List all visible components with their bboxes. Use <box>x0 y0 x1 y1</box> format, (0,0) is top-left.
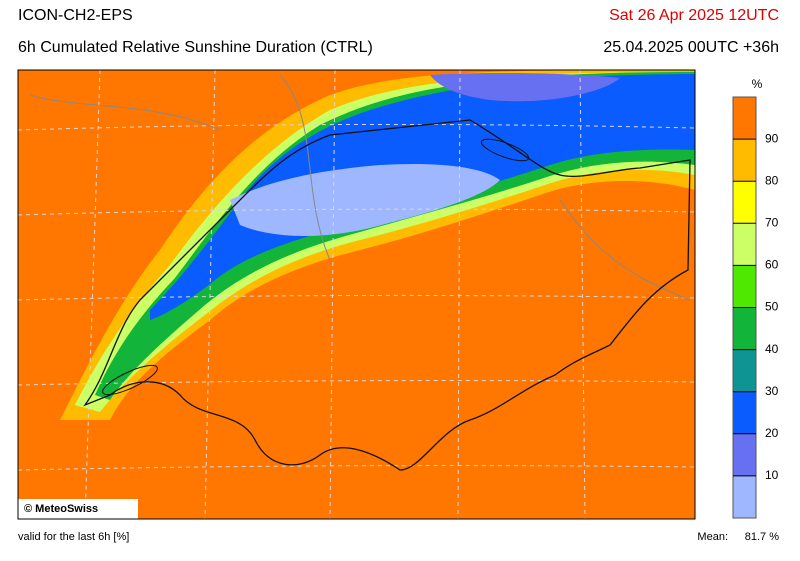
legend-swatch <box>733 475 756 518</box>
copyright: © MeteoSwiss <box>24 503 98 515</box>
copyright-box <box>18 499 138 519</box>
lat-lon-grid <box>18 70 695 519</box>
country-border <box>83 119 691 471</box>
legend-tick-label: 80 <box>765 173 779 187</box>
run-time: 25.04.2025 00UTC +36h <box>603 39 779 56</box>
legend-swatch <box>733 433 756 476</box>
lake <box>102 364 158 396</box>
legend-swatch <box>733 307 756 350</box>
valid-time: Sat 26 Apr 2025 12UTC <box>609 7 779 24</box>
legend-tick-label: 60 <box>765 258 779 272</box>
legend-swatch <box>733 97 756 140</box>
map: © MeteoSwiss <box>17 69 696 520</box>
mean-value: 81.7 % <box>745 531 779 543</box>
legend-tick-label: 70 <box>765 215 779 229</box>
legend-swatch <box>733 349 756 392</box>
sunshine-zone-10 <box>430 73 620 102</box>
legend-swatch <box>733 223 756 266</box>
legend: % 10 20 30 40 50 60 70 80 90 <box>732 77 779 519</box>
legend-swatch <box>733 391 756 434</box>
legend-tick-label: 90 <box>765 131 779 145</box>
legend-tick-label: 30 <box>765 384 779 398</box>
legend-tick-label: 20 <box>765 426 779 440</box>
rivers <box>29 74 691 301</box>
lake <box>480 138 530 162</box>
legend-swatch <box>733 139 756 182</box>
legend-swatch <box>733 181 756 224</box>
map-frame <box>17 69 696 520</box>
legend-swatch <box>733 265 756 308</box>
legend-unit: % <box>752 77 763 91</box>
subtitle: 6h Cumulated Relative Sunshine Duration … <box>18 39 373 56</box>
legend-tick-label: 40 <box>765 342 779 356</box>
legend-tick-label: 50 <box>765 300 779 314</box>
footer-note: valid for the last 6h [%] <box>18 531 129 543</box>
title: ICON-CH2-EPS <box>18 7 133 24</box>
mean-label: Mean: <box>697 531 728 543</box>
sunshine-zone-0 <box>230 163 500 236</box>
legend-tick-label: 10 <box>765 468 779 482</box>
